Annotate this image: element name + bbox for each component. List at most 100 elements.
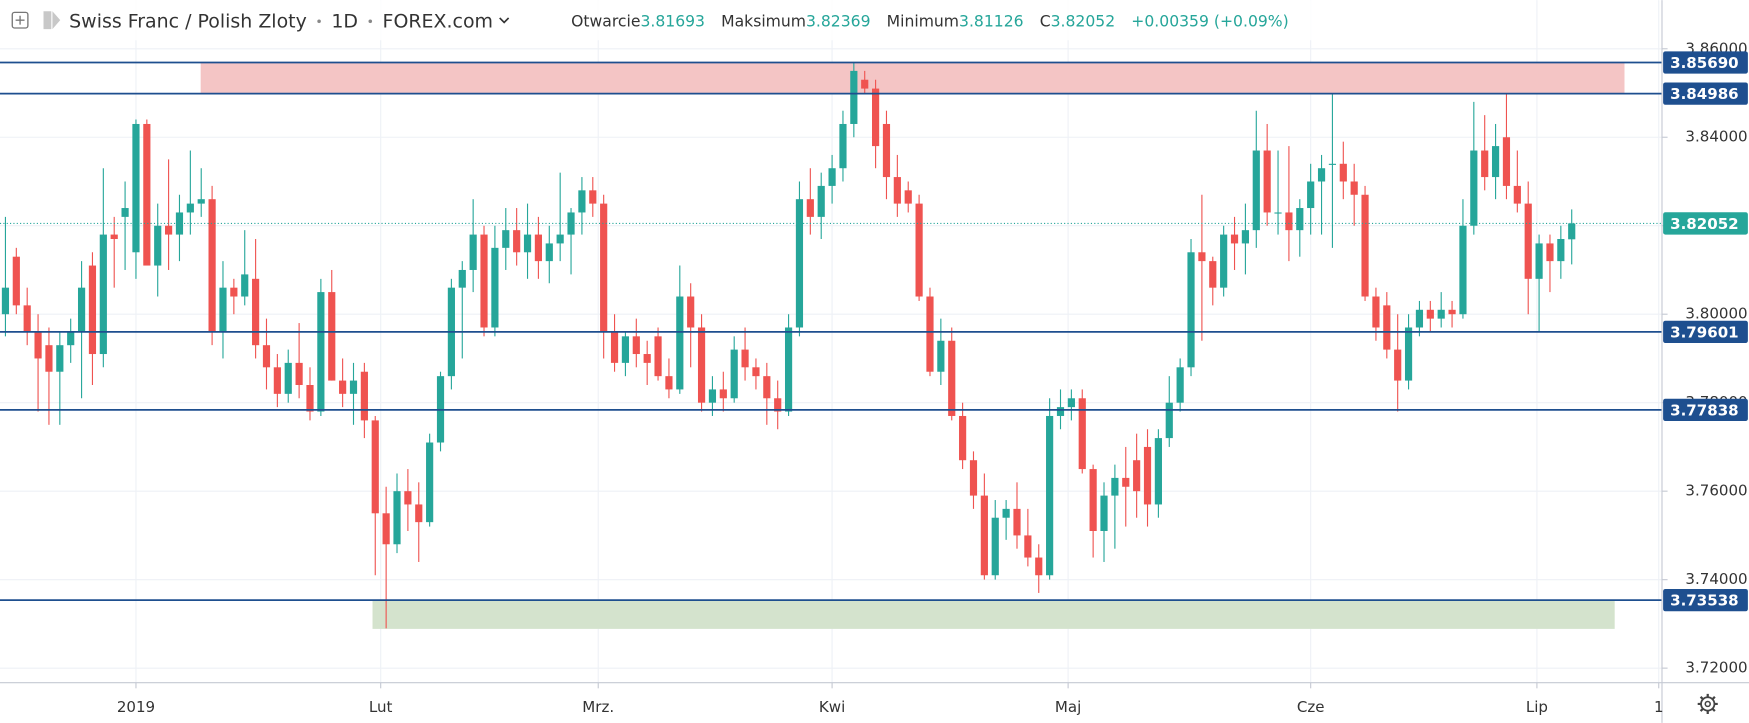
candle-body bbox=[1361, 194, 1369, 297]
symbol-name: Swiss Franc / Polish Zloty bbox=[69, 10, 307, 32]
candle-body bbox=[534, 234, 542, 262]
candle-body bbox=[1568, 223, 1576, 240]
candle-body bbox=[719, 389, 727, 399]
candle-body bbox=[1459, 225, 1467, 315]
change: +0.00359 (+0.09%) bbox=[1131, 12, 1288, 30]
candle-body bbox=[545, 243, 553, 262]
candle-body bbox=[1383, 305, 1391, 350]
level-label: 3.73538 bbox=[1670, 592, 1739, 610]
candle-body bbox=[676, 296, 684, 390]
candle-body bbox=[991, 517, 999, 576]
collapse-icon[interactable] bbox=[11, 11, 29, 29]
settings-gear[interactable] bbox=[1697, 693, 1718, 714]
candle-body bbox=[578, 190, 586, 213]
candle-body bbox=[893, 177, 901, 204]
candle-body bbox=[458, 269, 466, 288]
candle-body bbox=[143, 123, 151, 266]
candle-body bbox=[1535, 243, 1543, 279]
candle-body bbox=[1394, 349, 1402, 381]
level-label-box bbox=[1663, 588, 1748, 612]
symbol-title[interactable]: Swiss Franc / Polish Zloty 1D FOREX.com bbox=[69, 10, 493, 32]
candle-body bbox=[469, 234, 477, 270]
candle-body bbox=[1133, 460, 1141, 492]
candle-body bbox=[502, 230, 510, 248]
candle-body bbox=[1035, 557, 1043, 576]
candle-body bbox=[1046, 415, 1054, 576]
low-label: Minimum bbox=[887, 12, 959, 30]
candle-body bbox=[208, 199, 216, 332]
candle-body bbox=[784, 327, 793, 412]
candle-body bbox=[513, 230, 521, 253]
candle-body bbox=[426, 442, 434, 523]
gear-teeth bbox=[1697, 693, 1718, 714]
candle-body bbox=[371, 420, 379, 514]
candle-body bbox=[23, 305, 31, 332]
candle-body bbox=[687, 296, 695, 328]
header: Swiss Franc / Polish Zloty 1D FOREX.com Ot… bbox=[0, 0, 1339, 41]
candle-body bbox=[67, 331, 75, 346]
candle-body bbox=[491, 247, 499, 328]
candle-body bbox=[1339, 163, 1347, 182]
low-value: 3.81126 bbox=[959, 12, 1024, 30]
level-label: 3.85690 bbox=[1670, 54, 1739, 72]
candle-body bbox=[88, 265, 97, 355]
candle-body bbox=[980, 495, 988, 576]
candle-body bbox=[1176, 367, 1184, 403]
candle-body bbox=[969, 460, 978, 496]
candle-body bbox=[665, 376, 673, 390]
ohlc-legend: Otwarcie3.81693 Maksimum3.82369 Minimum3… bbox=[571, 12, 1289, 30]
candle-body bbox=[1252, 150, 1260, 231]
candle-body bbox=[654, 336, 662, 377]
candle-body bbox=[1187, 252, 1195, 368]
candle-body bbox=[1296, 208, 1304, 231]
candle-body bbox=[328, 292, 336, 381]
candle-body bbox=[1307, 181, 1315, 209]
candle-body bbox=[806, 199, 814, 217]
x-tick-label: Kwi bbox=[819, 698, 845, 716]
candle-body bbox=[643, 354, 651, 363]
candle-body bbox=[284, 362, 292, 394]
candle-body bbox=[959, 415, 967, 461]
candle-body bbox=[904, 190, 912, 204]
level-label-box bbox=[1663, 398, 1748, 422]
candle-body bbox=[1067, 398, 1075, 408]
source: FOREX.com bbox=[383, 10, 493, 32]
open-label: Otwarcie bbox=[571, 12, 640, 30]
candle-body bbox=[382, 513, 390, 545]
current-price-box bbox=[1663, 212, 1748, 235]
y-tick-label: 3.76000 bbox=[1685, 482, 1747, 500]
y-tick-label: 3.80000 bbox=[1685, 305, 1747, 323]
close-value: 3.82052 bbox=[1051, 12, 1116, 30]
candle-body bbox=[632, 336, 640, 355]
candle-body bbox=[197, 199, 205, 204]
candle-body bbox=[77, 287, 86, 332]
candle-body bbox=[1426, 309, 1434, 319]
x-tick-label: 1 bbox=[1654, 698, 1664, 716]
close-label: C bbox=[1040, 12, 1051, 30]
candle-body bbox=[828, 168, 836, 186]
candle-body bbox=[1154, 438, 1162, 505]
candle-body bbox=[1470, 150, 1478, 226]
candle-body bbox=[1122, 477, 1130, 487]
candle-body bbox=[621, 336, 630, 363]
candle-body bbox=[1089, 469, 1097, 531]
chevron[interactable] bbox=[499, 17, 510, 24]
candle-body bbox=[415, 504, 423, 523]
candle-body bbox=[1415, 309, 1424, 328]
current-price-label: 3.82052 bbox=[1670, 215, 1739, 233]
candle-body bbox=[186, 203, 194, 213]
candle-body bbox=[1546, 243, 1554, 262]
x-tick-label: Maj bbox=[1055, 698, 1081, 716]
candle-body bbox=[1437, 309, 1445, 319]
candle-body bbox=[1481, 150, 1489, 178]
candle-body bbox=[295, 362, 303, 386]
gear-hub bbox=[1704, 700, 1711, 708]
candle-body bbox=[56, 345, 64, 372]
candle-body bbox=[252, 278, 260, 346]
candle-body bbox=[610, 331, 619, 363]
candle-body bbox=[861, 79, 869, 89]
candle-body bbox=[948, 340, 956, 416]
candle-body bbox=[480, 234, 488, 328]
high-label: Maksimum bbox=[721, 12, 806, 30]
candle-body bbox=[741, 349, 749, 368]
